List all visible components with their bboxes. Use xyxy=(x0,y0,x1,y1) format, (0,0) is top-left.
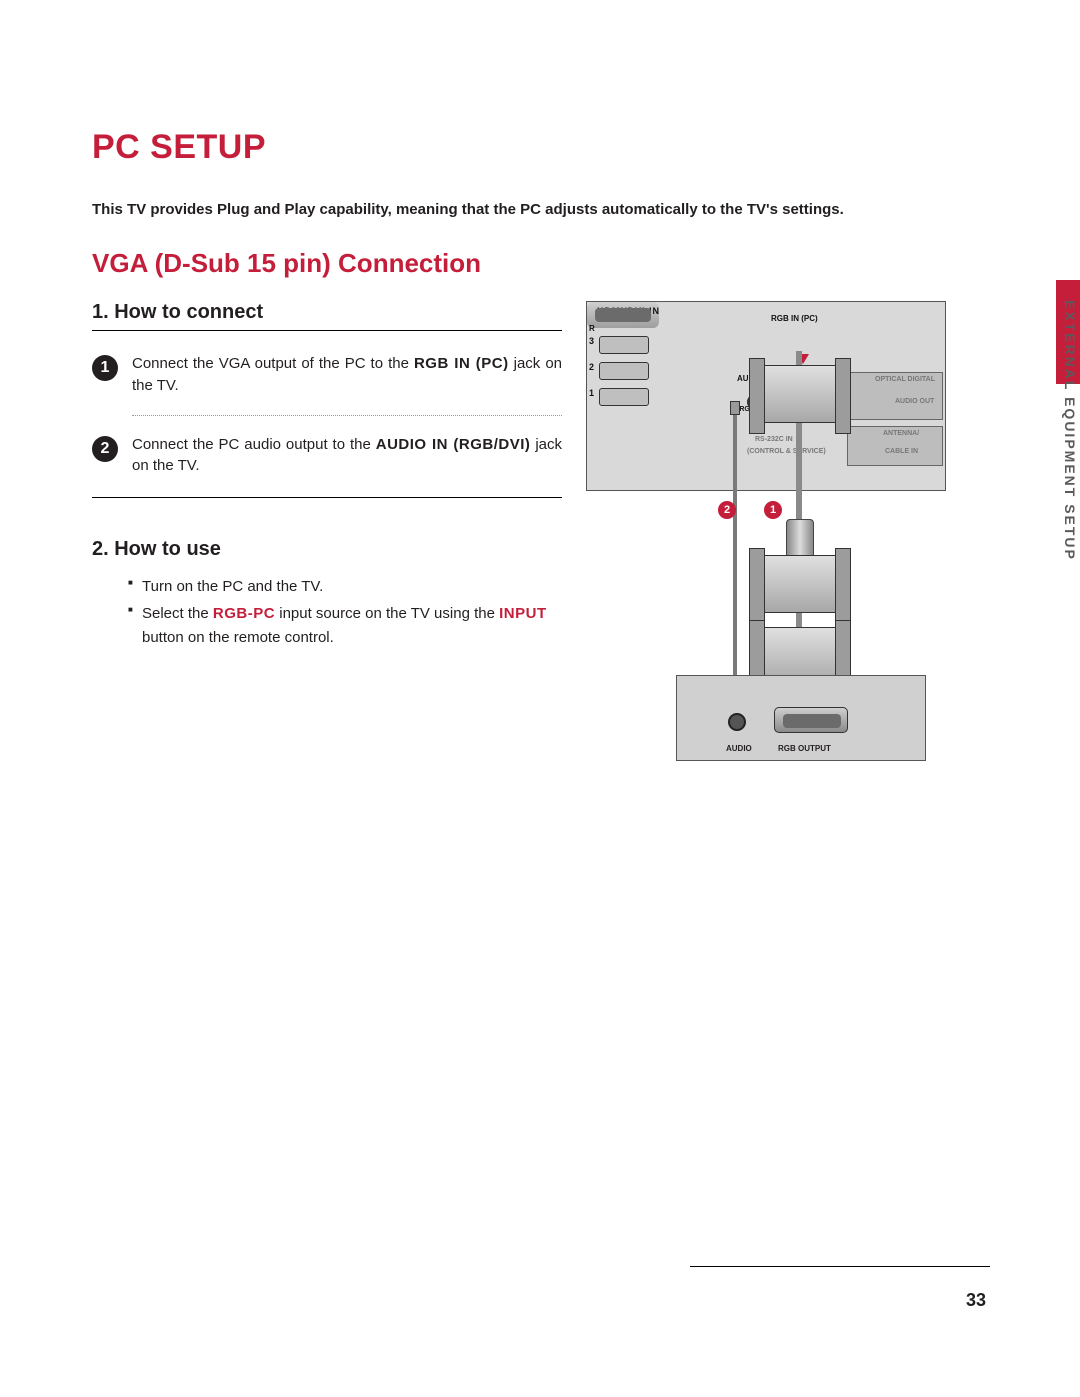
page-number: 33 xyxy=(966,1290,986,1311)
step-number-badge: 2 xyxy=(92,436,118,462)
dotted-separator xyxy=(132,415,562,416)
list-item: Turn on the PC and the TV. xyxy=(128,575,562,598)
instructions-column: 1. How to connect 1 Connect the VGA outp… xyxy=(92,301,562,761)
step-2: 2 Connect the PC audio output to the AUD… xyxy=(92,426,562,492)
sidebar-section-label: EXTERNAL EQUIPMENT SETUP xyxy=(1062,300,1078,561)
hdmi-port-2 xyxy=(599,362,649,380)
audio-plug-icon xyxy=(730,401,740,415)
how-to-use-list: Turn on the PC and the TV. Select the RG… xyxy=(92,575,562,649)
marker-2-icon: 2 xyxy=(718,501,736,519)
pc-audio-jack xyxy=(728,713,746,731)
section-subtitle: VGA (D-Sub 15 pin) Connection xyxy=(92,248,988,279)
marker-1-icon: 1 xyxy=(764,501,782,519)
page-content: PC SETUP This TV provides Plug and Play … xyxy=(92,128,988,761)
step-1: 1 Connect the VGA output of the PC to th… xyxy=(92,345,562,411)
pc-rgb-output-port xyxy=(774,707,848,733)
rgb-in-label: RGB IN (PC) xyxy=(771,314,818,323)
connection-diagram: HDMI/DVI IN R 3 2 1 RGB IN (PC) AUDIO IN… xyxy=(586,301,946,761)
diagram-column: HDMI/DVI IN R 3 2 1 RGB IN (PC) AUDIO IN… xyxy=(586,301,966,761)
how-to-use-heading: 2. How to use xyxy=(92,538,562,561)
pc-audio-label: AUDIO xyxy=(726,744,752,753)
intro-text: This TV provides Plug and Play capabilit… xyxy=(92,201,988,218)
audio-cable xyxy=(733,409,737,699)
solid-separator xyxy=(92,497,562,498)
r-label: R xyxy=(589,324,595,333)
footer-rule xyxy=(690,1266,990,1267)
step-number-badge: 1 xyxy=(92,355,118,381)
vga-connector-icon xyxy=(752,365,848,423)
hdmi-port-3 xyxy=(599,336,649,354)
how-to-connect-heading: 1. How to connect xyxy=(92,301,562,331)
step-2-text: Connect the PC audio output to the AUDIO… xyxy=(132,434,562,478)
step-1-text: Connect the VGA output of the PC to the … xyxy=(132,353,562,397)
pc-rgb-output-label: RGB OUTPUT xyxy=(778,744,831,753)
vga-connector-icon xyxy=(752,555,848,613)
list-item: Select the RGB-PC input source on the TV… xyxy=(128,602,562,649)
hdmi-port-1 xyxy=(599,388,649,406)
vga-coupler-icon xyxy=(786,519,814,559)
page-title: PC SETUP xyxy=(92,128,988,167)
